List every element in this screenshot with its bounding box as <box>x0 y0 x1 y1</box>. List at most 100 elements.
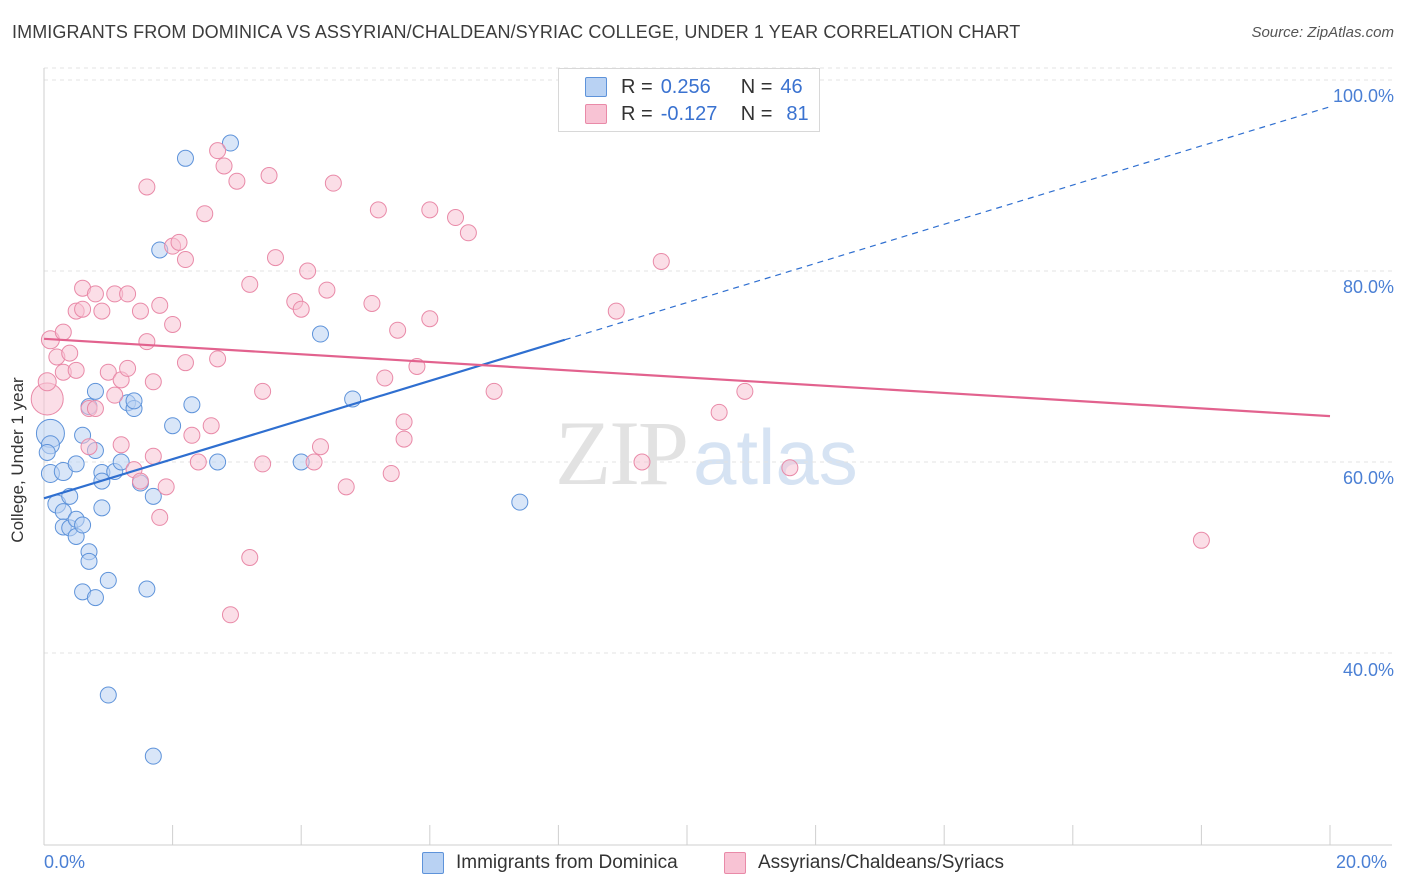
pink-point <box>112 436 130 454</box>
blue-point <box>112 453 130 471</box>
legend-n-value: 81 <box>786 102 809 125</box>
blue-point <box>144 487 162 505</box>
pink-point <box>74 300 92 318</box>
watermark-atlas: atlas <box>693 413 858 501</box>
pink-point <box>164 315 182 333</box>
pink-point <box>151 508 169 526</box>
pink-point <box>241 275 259 293</box>
pink-point <box>459 224 477 242</box>
blue-point <box>125 392 143 410</box>
pink-point <box>93 302 111 320</box>
pink-point <box>781 459 799 477</box>
blue-point <box>209 453 227 471</box>
blue-point <box>183 396 201 414</box>
blue-trend-extension <box>564 106 1331 341</box>
pink-point <box>652 252 670 270</box>
pink-point <box>86 285 104 303</box>
pink-trend-line <box>43 337 1331 418</box>
blue-point <box>74 516 92 534</box>
pink-point <box>369 201 387 219</box>
pink-point <box>131 472 149 490</box>
blue-point <box>99 571 117 589</box>
blue-point <box>311 325 329 343</box>
pink-point <box>106 386 124 404</box>
legend-label-assyrians: Assyrians/Chaldeans/Syriacs <box>758 852 1005 873</box>
pink-point <box>176 251 194 269</box>
pink-point <box>260 167 278 184</box>
pink-point <box>202 417 220 435</box>
pink-point <box>292 300 310 318</box>
pink-point <box>119 359 137 377</box>
blue-point <box>221 134 239 152</box>
pink-point <box>299 262 317 280</box>
pink-point <box>119 285 137 303</box>
blue-point <box>144 747 162 765</box>
pink-point <box>61 344 79 362</box>
pink-point <box>311 438 329 456</box>
pink-point <box>254 455 272 473</box>
pink-point <box>710 403 728 421</box>
blue-point <box>164 417 182 435</box>
legend-row-blue: R = 0.256 N = 46 <box>585 74 803 100</box>
legend-n-label: N = <box>740 75 773 98</box>
pink-point <box>138 178 156 196</box>
pink-point <box>215 157 233 175</box>
legend-n-label: N = <box>740 102 773 125</box>
legend-r-label: R = <box>621 75 653 98</box>
pink-point <box>176 354 194 372</box>
pink-point <box>389 321 407 339</box>
watermark-zip: ZIP <box>555 402 689 504</box>
blue-point <box>93 499 111 517</box>
pink-point <box>131 302 149 320</box>
legend-n-value: 46 <box>780 75 803 98</box>
y-tick-100: 100.0% <box>1332 86 1394 106</box>
pink-point <box>318 281 336 299</box>
legend-item-assyrians[interactable]: Assyrians/Chaldeans/Syriacs <box>724 852 1004 874</box>
pink-point <box>266 249 284 267</box>
legend-swatch-pink <box>585 104 607 124</box>
pink-point <box>183 426 201 444</box>
source-label: Source: ZipAtlas.com <box>1251 24 1394 41</box>
x-tick-min: 0.0% <box>44 852 86 872</box>
legend-item-dominica[interactable]: Immigrants from Dominica <box>422 852 678 874</box>
chart-title: IMMIGRANTS FROM DOMINICA VS ASSYRIAN/CHA… <box>12 22 1021 42</box>
y-tick-60: 60.0% <box>1342 468 1394 488</box>
pink-point <box>324 174 342 192</box>
blue-point <box>99 686 117 704</box>
pink-point <box>447 209 465 227</box>
blue-point <box>53 462 73 482</box>
pink-point <box>305 453 323 471</box>
stats-legend: R = 0.256 N = 46 R = -0.127 N = 81 <box>558 68 820 132</box>
pink-point <box>395 430 413 448</box>
blue-point <box>67 455 85 473</box>
legend-r-value: 0.256 <box>660 75 711 98</box>
blue-point <box>511 493 529 511</box>
pink-point <box>86 400 104 418</box>
pink-point <box>196 205 214 223</box>
pink-point <box>80 438 98 456</box>
blue-point <box>38 443 56 461</box>
blue-point <box>86 382 104 400</box>
pink-point <box>157 478 175 496</box>
pink-point <box>736 382 754 400</box>
pink-point <box>254 382 272 400</box>
pink-point <box>633 453 651 471</box>
pink-point <box>421 201 439 219</box>
y-tick-40: 40.0% <box>1342 660 1394 680</box>
legend-swatch-blue <box>422 852 444 874</box>
pink-point <box>395 413 413 431</box>
legend-r-label: R = <box>621 102 653 125</box>
pink-point <box>1192 531 1210 549</box>
legend-row-pink: R = -0.127 N = 81 <box>585 101 809 127</box>
pink-point <box>607 302 625 320</box>
pink-point <box>376 369 394 387</box>
legend-r-value: -0.127 <box>660 102 718 125</box>
pink-point <box>170 233 188 251</box>
pink-point <box>37 372 57 392</box>
pink-point <box>337 478 355 496</box>
pink-point <box>421 310 439 328</box>
pink-point <box>138 333 156 351</box>
pink-point <box>241 549 259 566</box>
legend-swatch-pink <box>724 852 746 874</box>
